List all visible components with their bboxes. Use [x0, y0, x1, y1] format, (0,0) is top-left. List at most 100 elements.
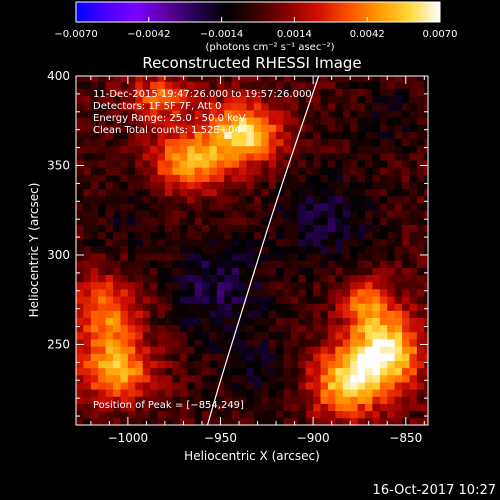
heatmap-cell [76, 160, 84, 168]
heatmap-cell [179, 188, 188, 197]
heatmap-cell [320, 403, 329, 412]
heatmap-cell [194, 253, 203, 261]
heatmap-cell [416, 238, 425, 247]
heatmap-cell [327, 410, 336, 419]
heatmap-cell [246, 152, 255, 161]
heatmap-cell [409, 145, 418, 154]
heatmap-cell [120, 203, 129, 211]
heatmap-cell [416, 324, 425, 333]
heatmap-cell [372, 303, 381, 311]
heatmap-cell [305, 203, 314, 211]
heatmap-cell [372, 188, 381, 197]
heatmap-cell [231, 160, 240, 168]
heatmap-cell [313, 210, 321, 218]
heatmap-cell [283, 374, 292, 383]
heatmap-cell [402, 224, 410, 233]
heatmap-cell [394, 145, 403, 154]
heatmap-cell [164, 76, 173, 82]
heatmap-cell [216, 303, 225, 311]
heatmap-cell [127, 396, 136, 404]
heatmap-cell [342, 324, 351, 333]
heatmap-cell [313, 217, 321, 225]
heatmap-cell [327, 267, 336, 276]
heatmap-cell [276, 110, 284, 118]
heatmap-cell [98, 81, 107, 89]
generation-timestamp: 16-Oct-2017 10:27 [373, 483, 496, 498]
heatmap-cell [305, 260, 314, 268]
heatmap-cell [372, 217, 381, 225]
heatmap-cell [98, 88, 107, 97]
heatmap-cell [194, 131, 203, 140]
heatmap-cell [342, 346, 351, 354]
heatmap-cell [187, 339, 195, 347]
heatmap-cell [113, 81, 121, 89]
heatmap-cell [357, 296, 366, 304]
heatmap-cell [98, 310, 107, 319]
heatmap-cell [164, 374, 173, 383]
heatmap-cell [113, 152, 121, 161]
heatmap-cell [327, 274, 336, 283]
heatmap-cell [416, 124, 425, 132]
heatmap-cell [216, 231, 225, 240]
heatmap-cell [231, 238, 240, 247]
heatmap-cell [379, 253, 388, 261]
heatmap-cell [201, 152, 210, 161]
heatmap-cell [313, 339, 321, 347]
heatmap-cell [283, 253, 292, 261]
heatmap-cell [283, 246, 292, 254]
heatmap-cell [276, 331, 284, 340]
heatmap-cell [246, 303, 255, 311]
heatmap-cell [327, 195, 336, 204]
heatmap-cell [305, 267, 314, 276]
heatmap-cell [76, 238, 84, 247]
heatmap-cell [327, 346, 336, 354]
heatmap-cell [231, 152, 240, 161]
observation-info: 11-Dec-2015 19:47:26.000 to 19:57:26.000… [93, 89, 312, 136]
colorbar-unit: (photons cm⁻² s⁻¹ asec⁻²) [205, 42, 334, 53]
heatmap-cell [313, 382, 321, 390]
colorbar-tick-label: 0.0014 [277, 29, 312, 40]
heatmap-cell [416, 145, 425, 154]
heatmap-cell [105, 160, 114, 168]
heatmap-cell [239, 238, 247, 247]
heatmap-cell [142, 145, 151, 154]
heatmap-cell [313, 417, 321, 425]
heatmap-cell [372, 331, 381, 340]
heatmap-cell [283, 238, 292, 247]
heatmap-cell [201, 403, 210, 412]
heatmap-cell [268, 217, 277, 225]
heatmap-cell [305, 339, 314, 347]
heatmap-cell [90, 195, 99, 204]
heatmap-cell [135, 417, 144, 425]
heatmap-cell [298, 160, 307, 168]
heatmap-cell [105, 339, 114, 347]
heatmap-cell [142, 346, 151, 354]
heatmap-cell [90, 117, 99, 125]
heatmap-cell [409, 260, 418, 268]
heatmap-cell [276, 310, 284, 319]
heatmap-cell [239, 102, 247, 111]
heatmap-cell [402, 374, 410, 383]
heatmap-cell [261, 324, 270, 333]
heatmap-cell [135, 353, 144, 361]
heatmap-cell [261, 203, 270, 211]
heatmap-cell [372, 181, 381, 190]
heatmap-cell [246, 317, 255, 326]
heatmap-cell [98, 331, 107, 340]
heatmap-cell [290, 238, 299, 247]
heatmap-cell [105, 310, 114, 319]
heatmap-cell [127, 360, 136, 369]
heatmap-cell [394, 374, 403, 383]
heatmap-cell [120, 339, 129, 347]
heatmap-cell [224, 410, 233, 419]
heatmap-cell [127, 102, 136, 111]
heatmap-cell [283, 117, 292, 125]
heatmap-cell [283, 410, 292, 419]
heatmap-cell [216, 145, 225, 154]
heatmap-cell [142, 88, 151, 97]
heatmap-cell [313, 231, 321, 240]
heatmap-cell [365, 238, 373, 247]
heatmap-cell [164, 238, 173, 247]
heatmap-cell [157, 317, 166, 326]
heatmap-cell [179, 88, 188, 97]
